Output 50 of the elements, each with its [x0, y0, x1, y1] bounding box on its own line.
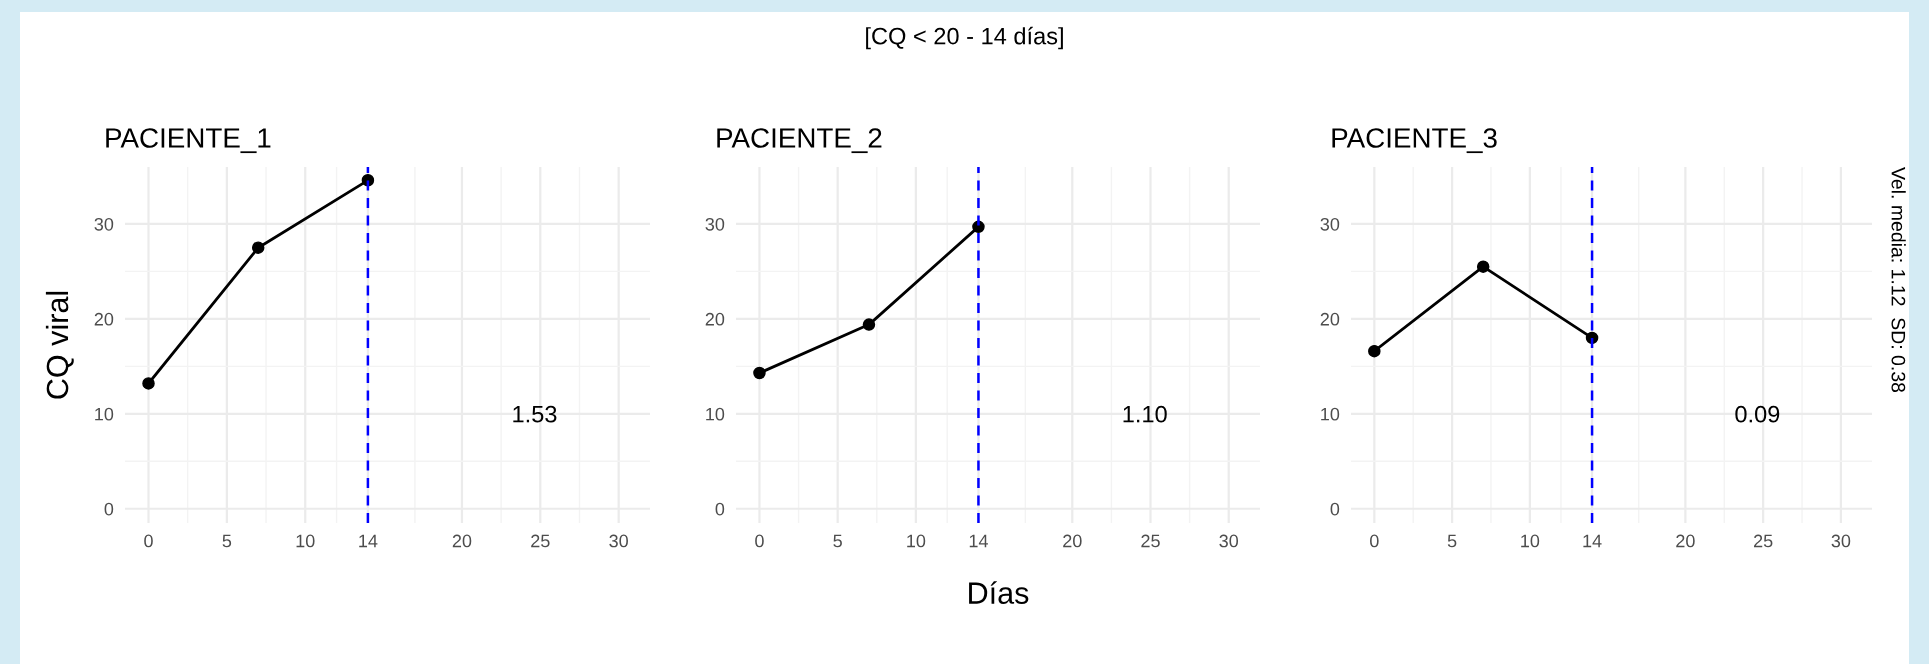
y-tick-label: 30 [1320, 217, 1340, 231]
point [142, 377, 155, 390]
point [862, 318, 876, 331]
y-tick-label: 20 [94, 312, 114, 326]
x-tick-label: 14 [969, 534, 988, 548]
text: Vel. media: 1.12 SD: 0.38 [1891, 167, 1906, 393]
annotation: 1.53 [513, 405, 557, 423]
chart-title: PACIENTE_1 [106, 128, 271, 154]
x-tick-label: 0 [1370, 534, 1379, 548]
point [753, 366, 766, 380]
x-tick-label: 30 [1219, 534, 1239, 548]
y-axis-title: CQ viral [45, 291, 74, 399]
point [361, 174, 375, 187]
y-tick-label: 20 [705, 312, 725, 326]
x-tick-label: 5 [1447, 534, 1457, 548]
y-tick-label: 10 [1321, 407, 1340, 421]
x-tick-label: 10 [296, 534, 315, 548]
chart-title: PACIENTE_2 [717, 128, 882, 154]
x-tick-label: 5 [222, 534, 232, 548]
x-tick-label: 20 [452, 534, 472, 548]
x-tick-label: 14 [359, 534, 378, 548]
x-tick-label: 10 [907, 534, 926, 548]
annotation: 0.09 [1735, 405, 1780, 423]
x-tick-label: 0 [755, 534, 764, 548]
y-tick-label: 30 [94, 217, 114, 231]
x-tick-label: 14 [1583, 534, 1602, 548]
y-tick-label: 10 [706, 407, 725, 421]
annotation: 1.10 [1123, 405, 1167, 423]
x-tick-label: 20 [1676, 534, 1695, 548]
x-tick-label: 25 [531, 534, 550, 548]
x-tick-label: 0 [144, 534, 153, 548]
point [1476, 260, 1490, 273]
y-tick-label: 30 [705, 217, 725, 231]
x-tick-label: 25 [1754, 534, 1773, 548]
x-tick-label: 25 [1141, 534, 1160, 548]
x-axis-title: Días [969, 581, 1029, 604]
x-tick-label: 20 [1063, 534, 1082, 548]
y-tick-label: 0 [104, 502, 114, 516]
point [1368, 344, 1381, 358]
x-tick-label: 10 [1521, 534, 1540, 548]
y-tick-label: 10 [95, 407, 114, 421]
y-tick-label: 0 [715, 502, 725, 516]
chart-title: PACIENTE_3 [1332, 128, 1497, 154]
x-tick-label: 5 [833, 534, 842, 548]
chart-subtitle: [CQ < 20 - 14 días] [866, 26, 1063, 50]
x-tick-label: 30 [609, 534, 628, 548]
y-tick-label: 0 [1330, 502, 1340, 516]
y-tick-label: 20 [1320, 312, 1340, 326]
x-tick-label: 30 [1831, 534, 1851, 548]
point [251, 241, 265, 254]
